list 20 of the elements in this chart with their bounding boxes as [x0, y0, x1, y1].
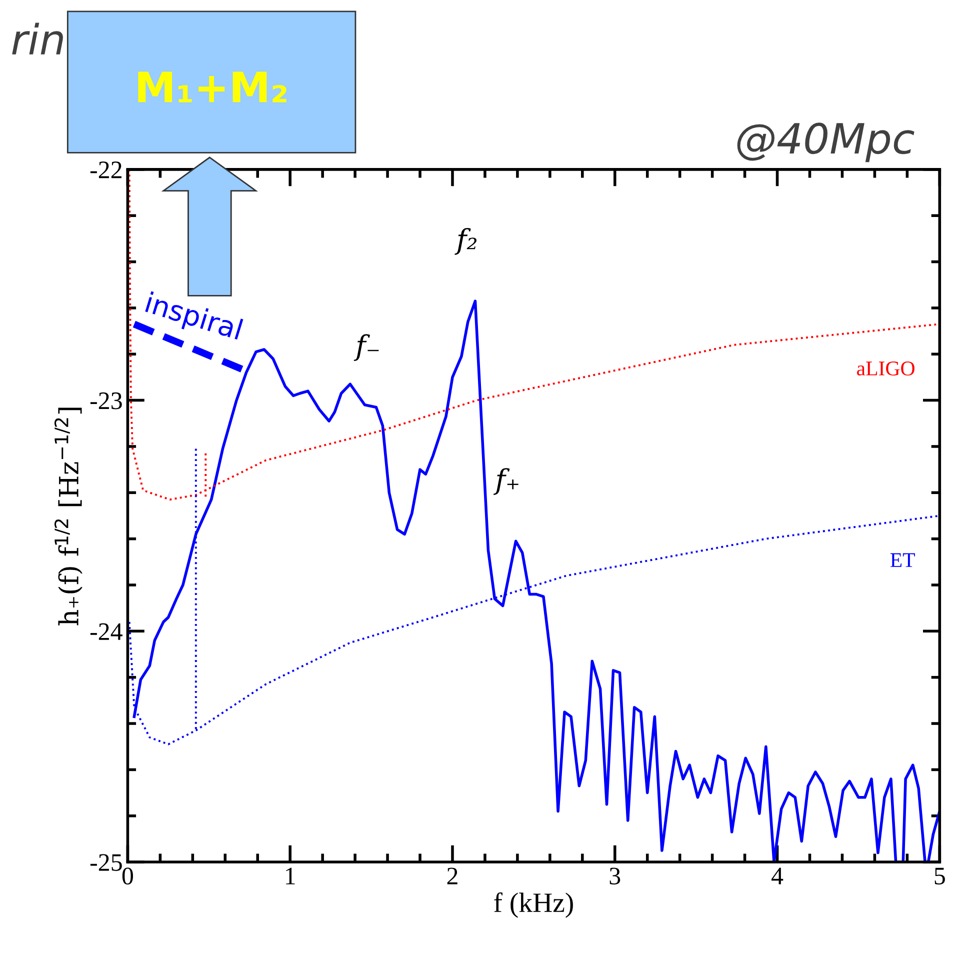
text: @40Mpc: [737, 122, 914, 162]
x-axis-title: f (kHz): [494, 892, 573, 918]
x-tick-label: 3: [610, 868, 620, 884]
annotation: f₊: [494, 468, 518, 495]
text: M₁+M₂: [138, 72, 286, 102]
y-tick-label: -25: [90, 854, 122, 871]
x-tick-label: 2: [447, 868, 458, 884]
x-tick-label: 0: [122, 868, 133, 884]
annotation: f₂: [454, 228, 477, 255]
x-tick-label: 5: [934, 868, 945, 884]
y-axis-title: h₊(f) f$^{1/2}$ [Hz$^{−1/2}$]: [54, 408, 82, 626]
x-tick-label: 1: [286, 868, 295, 884]
y-tick-label: -23: [90, 392, 122, 410]
series-label: aLIGO: [857, 362, 914, 376]
x-tick-label: 4: [772, 868, 784, 884]
text: rin: [12, 22, 63, 54]
y-tick-label: -24: [90, 623, 122, 640]
annotation: f₋: [354, 334, 379, 362]
series-label: ET: [890, 553, 915, 567]
y-tick-label: -22: [90, 162, 122, 178]
